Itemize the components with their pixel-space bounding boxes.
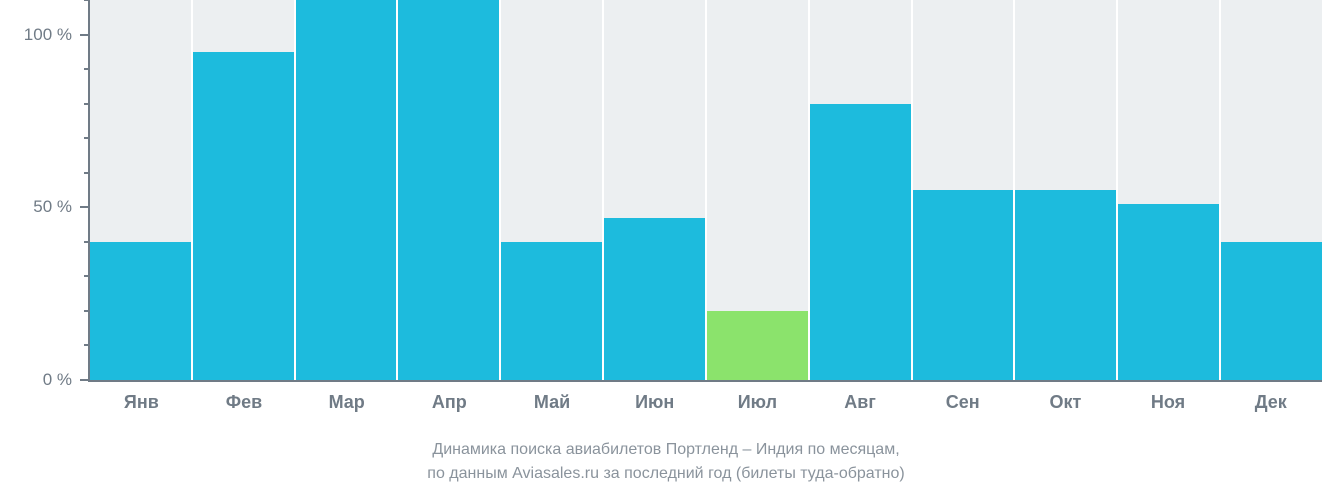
x-tick-label: Янв [90,392,193,420]
bar-slot [705,0,808,380]
bar [604,218,705,380]
bar [913,190,1014,380]
bar-slot [191,0,294,380]
bar-slot [396,0,499,380]
bar [1015,190,1116,380]
x-tick-label: Фев [193,392,296,420]
x-axis-line [90,380,1322,382]
caption-line-1: Динамика поиска авиабилетов Портленд – И… [0,438,1332,462]
x-axis-labels: ЯнвФевМарАпрМайИюнИюлАвгСенОктНояДек [90,392,1322,420]
bar-slot [808,0,911,380]
x-tick-label: Май [501,392,604,420]
bar-slot [294,0,397,380]
bar [1221,242,1322,380]
bar-slot [1219,0,1322,380]
x-tick-label: Июл [706,392,809,420]
plot-area [90,0,1322,380]
bar-slot [1013,0,1116,380]
bar-slot [602,0,705,380]
x-tick-label: Дек [1219,392,1322,420]
x-tick-label: Авг [809,392,912,420]
bar [193,52,294,380]
y-axis-line [88,0,90,382]
caption-line-2: по данным Aviasales.ru за последний год … [0,462,1332,486]
bar [90,242,191,380]
bar-slot [499,0,602,380]
bar [707,311,808,380]
bar [398,0,499,380]
y-tick-label: 50 % [33,197,72,217]
monthly-search-bar-chart: 0 % 50 % 100 % ЯнвФевМарАпрМайИюнИюлАвгСен… [0,0,1332,502]
x-tick-label: Апр [398,392,501,420]
bar-slot [911,0,1014,380]
y-tick-label: 0 % [43,370,72,390]
x-tick-label: Ноя [1117,392,1220,420]
bar [296,0,397,380]
bar-slot [1116,0,1219,380]
y-axis: 0 %50 %100 % [0,0,90,380]
x-tick-label: Окт [1014,392,1117,420]
bar [810,104,911,380]
x-tick-label: Сен [911,392,1014,420]
x-tick-label: Мар [295,392,398,420]
chart-caption: Динамика поиска авиабилетов Портленд – И… [0,438,1332,486]
bars-container [90,0,1322,380]
bar [1118,204,1219,380]
y-tick-label: 100 % [24,25,72,45]
bar [501,242,602,380]
x-tick-label: Июн [603,392,706,420]
bar-slot [90,0,191,380]
